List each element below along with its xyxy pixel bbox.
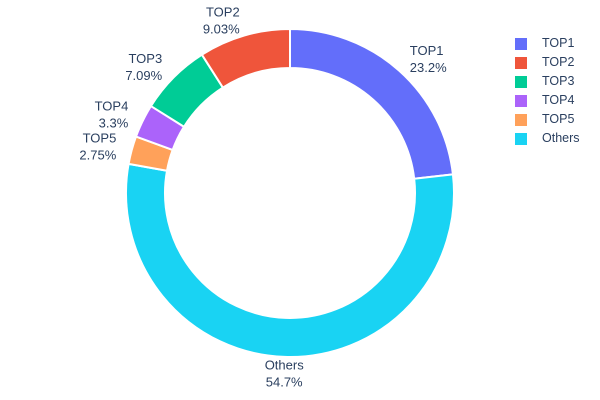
legend-swatch-top3: [515, 75, 527, 88]
slice-label-others: Others 54.7%: [265, 357, 305, 389]
slice-label-top3: TOP3 7.09%: [125, 51, 162, 83]
slice-label-name: TOP5: [83, 130, 117, 145]
legend-label: TOP3: [542, 74, 575, 88]
slice-label-percent: 3.3%: [99, 115, 129, 130]
slice-label-percent: 23.2%: [410, 60, 447, 75]
slice-label-top2: TOP2 9.03%: [203, 5, 240, 37]
slice-label-percent: 7.09%: [125, 68, 162, 83]
legend-item-top1[interactable]: TOP1: [515, 34, 580, 53]
slice-label-name: TOP3: [128, 51, 162, 66]
pie-slice-top2[interactable]: [200, 28, 291, 89]
legend-label: Others: [542, 131, 580, 145]
legend-swatch-top2: [515, 56, 527, 69]
slice-label-top4: TOP4 3.3%: [95, 98, 129, 130]
legend-label: TOP2: [542, 55, 575, 69]
slice-label-top5: TOP5 2.75%: [79, 130, 116, 162]
legend-item-top5[interactable]: TOP5: [515, 110, 580, 129]
legend-label: TOP1: [542, 36, 575, 50]
legend-item-others[interactable]: Others: [515, 129, 580, 148]
legend-item-top4[interactable]: TOP4: [515, 91, 580, 110]
slice-label-percent: 9.03%: [203, 22, 240, 37]
slice-label-name: TOP2: [206, 5, 240, 20]
legend-swatch-top4: [515, 94, 527, 107]
slice-label-percent: 2.75%: [79, 147, 116, 162]
legend-item-top2[interactable]: TOP2: [515, 53, 580, 72]
slice-label-top1: TOP1 23.2%: [410, 43, 447, 75]
legend-item-top3[interactable]: TOP3: [515, 72, 580, 91]
slice-label-name: Others: [265, 357, 305, 372]
legend-swatch-others: [515, 132, 527, 145]
slice-label-name: TOP4: [95, 98, 129, 113]
slice-label-percent: 54.7%: [266, 374, 303, 389]
legend-label: TOP4: [542, 93, 575, 107]
legend-label: TOP5: [542, 112, 575, 126]
legend-swatch-top5: [515, 113, 527, 126]
pie-slice-others[interactable]: [125, 162, 455, 358]
legend: TOP1 TOP2 TOP3 TOP4 TOP5 Others: [515, 34, 580, 148]
legend-swatch-top1: [515, 37, 527, 50]
slice-label-name: TOP1: [410, 43, 444, 58]
